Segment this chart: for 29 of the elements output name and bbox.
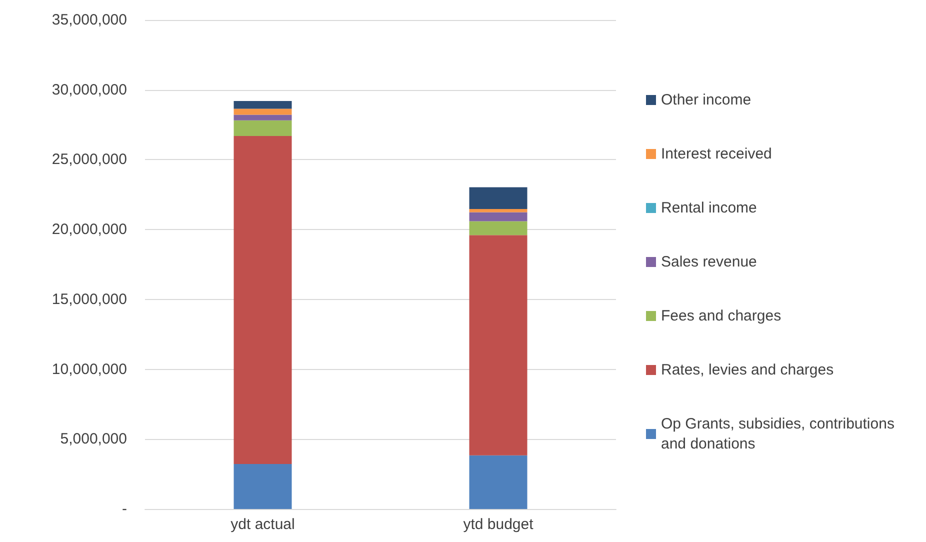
y-tick-label: 30,000,000 xyxy=(52,81,127,98)
legend-label: Rates, levies and charges xyxy=(661,362,834,378)
x-tick-label: ydt actual xyxy=(230,516,295,533)
x-tick-label: ytd budget xyxy=(463,516,534,533)
y-tick-label: 15,000,000 xyxy=(52,290,127,308)
legend-label: Sales revenue xyxy=(661,254,757,270)
y-tick-label: 20,000,000 xyxy=(52,221,127,238)
bar xyxy=(469,221,528,236)
bar xyxy=(234,108,292,115)
bar xyxy=(469,212,528,222)
y-tick-label: 25,000,000 xyxy=(52,151,127,168)
bar xyxy=(234,136,292,464)
bar xyxy=(469,235,528,456)
legend-label: Other income xyxy=(661,92,752,108)
bar xyxy=(469,209,528,212)
bar xyxy=(234,114,292,120)
y-tick-label: 35,000,000 xyxy=(52,12,127,28)
bar xyxy=(234,101,292,109)
legend-label: Op Grants, subsidies, contributions and donations xyxy=(661,416,899,452)
bar xyxy=(469,187,528,210)
legend-label: Rental income xyxy=(661,200,757,216)
y-tick-label: 5,000,000 xyxy=(60,430,127,448)
legend-label: Fees and charges xyxy=(661,308,782,324)
bar xyxy=(234,464,292,509)
bar xyxy=(469,455,528,509)
legend-label: Interest received xyxy=(661,146,772,162)
y-tick-label: - xyxy=(122,500,127,518)
y-tick-label: 10,000,000 xyxy=(52,360,127,378)
bar xyxy=(234,120,292,136)
